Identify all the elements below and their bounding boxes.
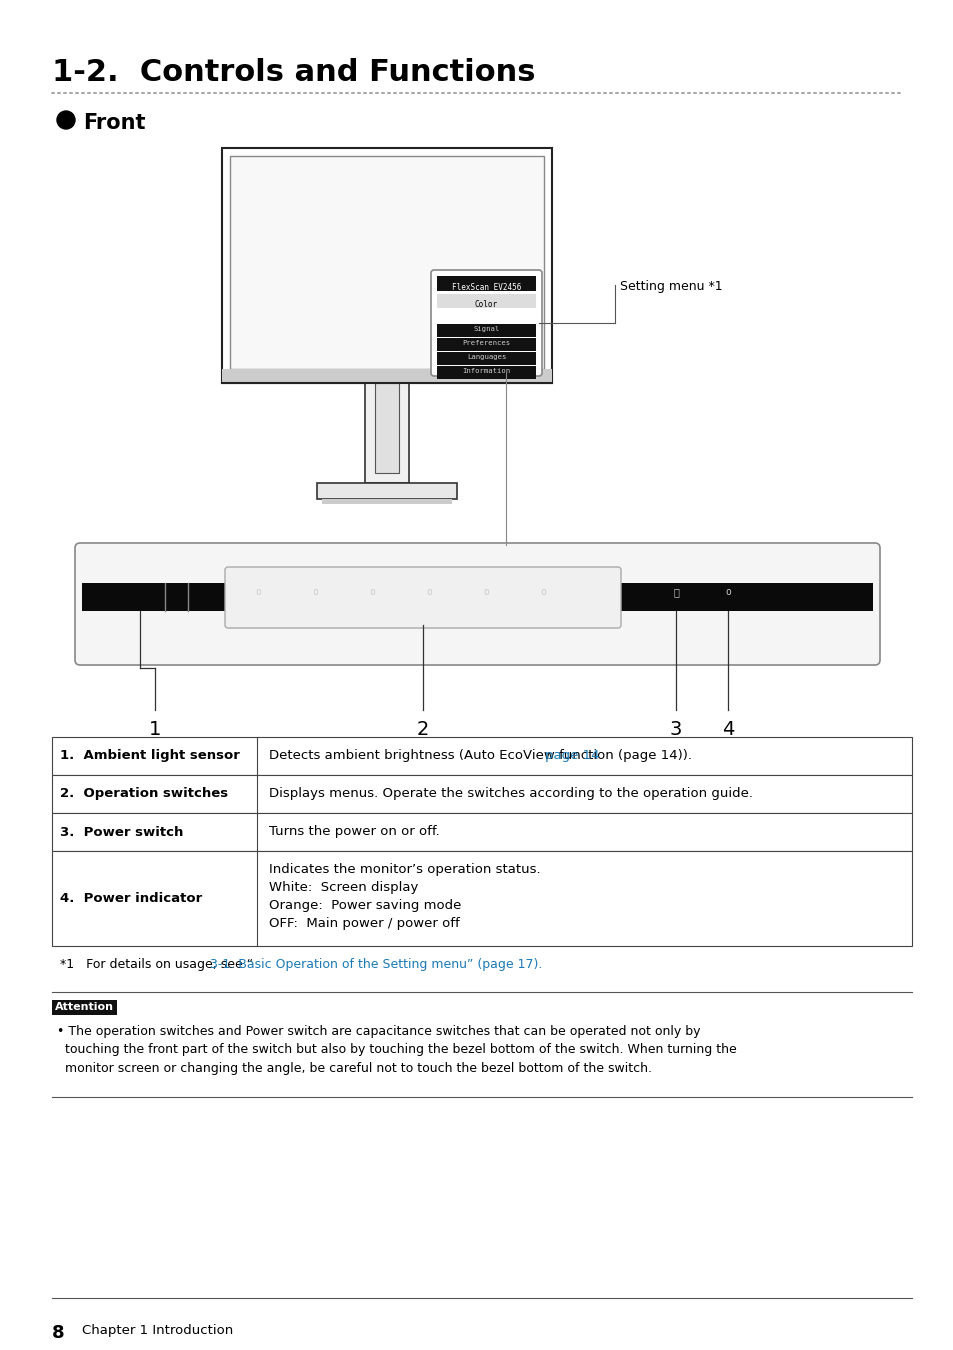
Text: OFF:  Main power / power off: OFF: Main power / power off — [269, 917, 459, 930]
Text: 1.  Ambient light sensor: 1. Ambient light sensor — [60, 749, 239, 763]
Text: Signal: Signal — [473, 325, 499, 332]
Text: Preferences: Preferences — [462, 340, 510, 346]
FancyBboxPatch shape — [431, 270, 541, 377]
Bar — [316, 483, 456, 499]
Text: o: o — [426, 587, 432, 597]
Bar — [436, 352, 536, 365]
Bar — [52, 737, 911, 775]
FancyBboxPatch shape — [225, 567, 620, 628]
Bar — [436, 338, 536, 351]
Bar — [365, 383, 409, 483]
Bar — [436, 275, 536, 292]
Text: Displays menus. Operate the switches according to the operation guide.: Displays menus. Operate the switches acc… — [269, 787, 752, 801]
Text: Front: Front — [83, 113, 146, 134]
Bar — [230, 157, 543, 369]
Text: FlexScan EV2456: FlexScan EV2456 — [452, 284, 520, 292]
Text: 3-1. Basic Operation of the Setting menu” (page 17).: 3-1. Basic Operation of the Setting menu… — [210, 958, 541, 971]
Text: page 14: page 14 — [544, 749, 599, 763]
Text: Orange:  Power saving mode: Orange: Power saving mode — [269, 899, 461, 913]
Bar — [82, 583, 872, 612]
Text: 4: 4 — [721, 720, 734, 738]
Bar — [436, 324, 536, 338]
Text: 3: 3 — [669, 720, 681, 738]
Bar — [52, 850, 911, 946]
Text: *1   For details on usage, see “: *1 For details on usage, see “ — [60, 958, 253, 971]
Bar — [436, 366, 536, 379]
Bar — [322, 500, 452, 504]
Text: Turns the power on or off.: Turns the power on or off. — [269, 825, 439, 838]
Text: White:  Screen display: White: Screen display — [269, 882, 418, 894]
Text: 2: 2 — [416, 720, 429, 738]
Circle shape — [57, 111, 75, 130]
Text: • The operation switches and Power switch are capacitance switches that can be o: • The operation switches and Power switc… — [57, 1025, 736, 1075]
Text: 8: 8 — [52, 1324, 65, 1342]
Bar — [375, 383, 398, 472]
Text: 4.  Power indicator: 4. Power indicator — [60, 892, 202, 904]
Text: o: o — [539, 587, 545, 597]
Text: ⏻: ⏻ — [673, 587, 679, 597]
Text: 2.  Operation switches: 2. Operation switches — [60, 787, 228, 801]
Text: o: o — [369, 587, 375, 597]
FancyBboxPatch shape — [75, 543, 879, 666]
Text: Attention: Attention — [55, 1003, 113, 1012]
Text: 1-2.  Controls and Functions: 1-2. Controls and Functions — [52, 58, 535, 86]
Text: 1: 1 — [149, 720, 161, 738]
Text: 3.  Power switch: 3. Power switch — [60, 825, 183, 838]
Text: Detects ambient brightness (Auto EcoView function (page 14)).: Detects ambient brightness (Auto EcoView… — [269, 749, 691, 763]
Text: o: o — [482, 587, 489, 597]
Text: Languages: Languages — [466, 354, 506, 360]
Text: Setting menu *1: Setting menu *1 — [619, 279, 721, 293]
Text: Chapter 1 Introduction: Chapter 1 Introduction — [82, 1324, 233, 1336]
Text: Information: Information — [462, 369, 510, 374]
Text: o: o — [312, 587, 317, 597]
Bar — [52, 813, 911, 850]
Bar — [52, 1000, 117, 1015]
Bar — [222, 148, 552, 383]
Bar — [222, 369, 552, 383]
Text: o: o — [724, 587, 730, 597]
Bar — [52, 775, 911, 813]
Text: o: o — [254, 587, 261, 597]
Bar — [436, 294, 536, 308]
Text: Indicates the monitor’s operation status.: Indicates the monitor’s operation status… — [269, 863, 540, 876]
Text: Color: Color — [475, 300, 497, 309]
